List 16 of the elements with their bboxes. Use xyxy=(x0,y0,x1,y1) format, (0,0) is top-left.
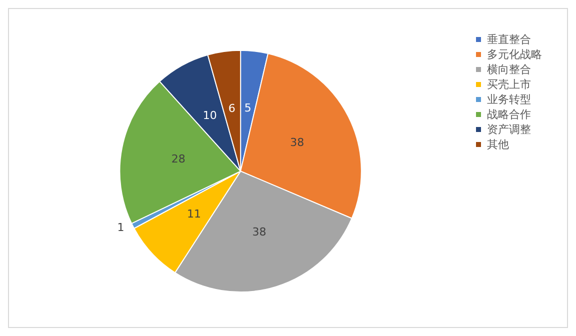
legend-label: 横向整合 xyxy=(487,63,531,76)
legend-label: 多元化战略 xyxy=(487,48,542,61)
legend-label: 其他 xyxy=(487,138,509,151)
data-label: 11 xyxy=(186,208,201,221)
data-label: 6 xyxy=(228,102,236,115)
data-label: 5 xyxy=(244,102,252,115)
data-label: 28 xyxy=(171,152,186,166)
legend-label: 资产调整 xyxy=(487,123,531,136)
legend-label: 买壳上市 xyxy=(487,78,531,91)
legend-label: 业务转型 xyxy=(487,93,531,106)
legend-label: 垂直整合 xyxy=(487,33,531,46)
data-label: 38 xyxy=(252,225,266,238)
data-label: 38 xyxy=(290,136,304,149)
data-label: 1 xyxy=(117,221,124,234)
data-label: 10 xyxy=(202,109,217,122)
legend-label: 战略合作 xyxy=(487,108,531,121)
